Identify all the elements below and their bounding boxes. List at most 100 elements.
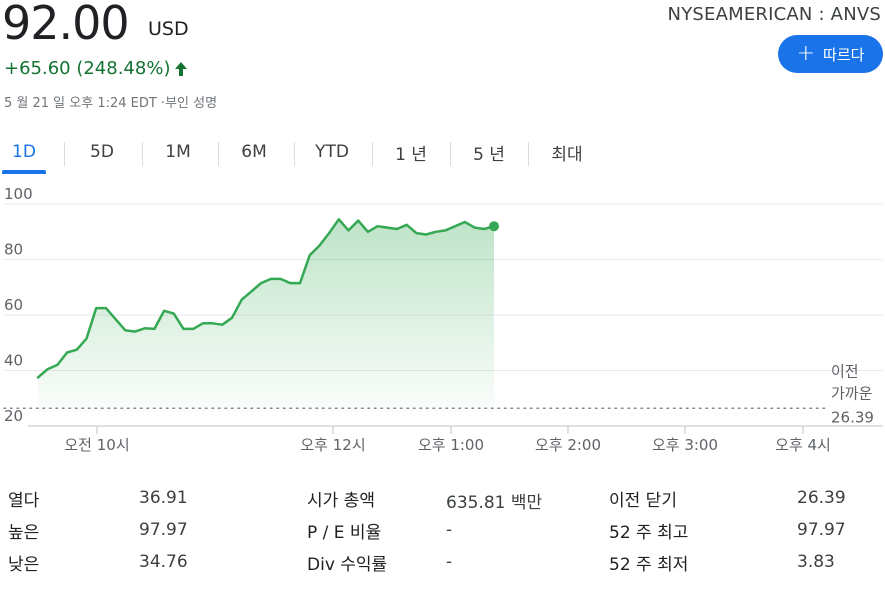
y-tick-label: 60 bbox=[4, 296, 23, 314]
y-tick-label: 40 bbox=[4, 352, 23, 370]
stat-label-market-cap: 시가 총액 bbox=[307, 491, 375, 511]
x-tick-label: 오후 1:00 bbox=[418, 436, 484, 454]
data-point[interactable] bbox=[452, 223, 458, 229]
tab-divider bbox=[294, 142, 295, 166]
tab-5y[interactable]: 5 년 bbox=[473, 144, 505, 165]
stat-value-52wk-low: 3.83 bbox=[797, 552, 835, 572]
tab-ytd[interactable]: YTD bbox=[315, 142, 349, 162]
exchange-ticker: NYSEAMERICAN : ANVS bbox=[667, 4, 881, 25]
data-point[interactable] bbox=[258, 280, 264, 286]
price-chart[interactable]: 100 80 60 40 20 오전 10시 오후 12시 오후 1:00 오후 2:00 오후 … bbox=[0, 180, 885, 460]
price-change: +65.60 (248.48%) bbox=[4, 58, 188, 79]
data-point[interactable] bbox=[142, 325, 148, 331]
tab-divider bbox=[218, 142, 219, 166]
tab-divider bbox=[528, 142, 529, 166]
tab-divider bbox=[372, 142, 373, 166]
price-line bbox=[36, 218, 496, 379]
data-point[interactable] bbox=[355, 218, 361, 224]
data-point[interactable] bbox=[35, 374, 41, 380]
currency-label: USD bbox=[148, 18, 189, 40]
stat-label-div-yield: Div 수익률 bbox=[307, 555, 388, 575]
data-point[interactable] bbox=[200, 320, 206, 326]
data-point[interactable] bbox=[122, 327, 128, 333]
data-point[interactable] bbox=[278, 276, 284, 282]
data-point[interactable] bbox=[54, 362, 60, 368]
y-tick-label: 20 bbox=[4, 407, 23, 425]
stat-value-open: 36.91 bbox=[139, 488, 188, 508]
data-point[interactable] bbox=[210, 320, 216, 326]
data-point[interactable] bbox=[472, 225, 478, 231]
data-point[interactable] bbox=[443, 227, 449, 233]
stat-value-pe-ratio: - bbox=[446, 520, 453, 540]
data-point[interactable] bbox=[229, 315, 235, 321]
tab-6m[interactable]: 6M bbox=[241, 142, 267, 162]
tab-1d[interactable]: 1D bbox=[12, 142, 36, 162]
data-point[interactable] bbox=[161, 308, 167, 314]
stat-value-low: 34.76 bbox=[139, 552, 188, 572]
stat-label-pe-ratio: P / E 비율 bbox=[307, 523, 382, 543]
data-point[interactable] bbox=[151, 326, 157, 332]
data-point[interactable] bbox=[336, 216, 342, 222]
plus-icon: + bbox=[796, 41, 816, 66]
data-point[interactable] bbox=[287, 280, 293, 286]
tab-1y[interactable]: 1 년 bbox=[395, 144, 427, 165]
data-point[interactable] bbox=[481, 226, 487, 232]
data-point[interactable] bbox=[171, 311, 177, 317]
previous-close-label-line1: 이전 bbox=[831, 362, 859, 380]
tab-1m[interactable]: 1M bbox=[165, 142, 191, 162]
data-point[interactable] bbox=[239, 297, 245, 303]
data-point[interactable] bbox=[113, 316, 119, 322]
data-point[interactable] bbox=[74, 347, 80, 353]
stat-value-high: 97.97 bbox=[139, 520, 188, 540]
stat-value-52wk-high: 97.97 bbox=[797, 520, 846, 540]
stat-label-open: 열다 bbox=[8, 491, 40, 511]
x-tick-label: 오전 10시 bbox=[64, 436, 129, 454]
data-point[interactable] bbox=[365, 229, 371, 235]
tab-divider bbox=[142, 142, 143, 166]
price-area-fill bbox=[38, 219, 494, 413]
time-range-tabs: 1D 5D 1M 6M YTD 1 년 5 년 최대 bbox=[0, 132, 620, 174]
tab-divider bbox=[450, 142, 451, 166]
stat-value-market-cap: 635.81 백만 bbox=[446, 493, 543, 513]
arrow-up-icon bbox=[175, 61, 188, 76]
data-point[interactable] bbox=[375, 223, 381, 229]
x-tick-label: 오후 12시 bbox=[300, 436, 365, 454]
data-point[interactable] bbox=[346, 227, 352, 233]
stat-label-52wk-high: 52 주 최고 bbox=[609, 523, 689, 543]
stat-value-prev-close: 26.39 bbox=[797, 488, 846, 508]
data-point[interactable] bbox=[462, 219, 468, 225]
data-point[interactable] bbox=[93, 305, 99, 311]
stat-label-prev-close: 이전 닫기 bbox=[609, 491, 677, 511]
data-point[interactable] bbox=[190, 326, 196, 332]
data-point[interactable] bbox=[132, 329, 138, 335]
data-point[interactable] bbox=[103, 305, 109, 311]
data-point[interactable] bbox=[384, 225, 390, 231]
tab-max[interactable]: 최대 bbox=[551, 144, 583, 165]
quote-timestamp[interactable]: 5 월 21 일 오후 1:24 EDT ·부인 성명 bbox=[4, 96, 218, 111]
data-point[interactable] bbox=[404, 222, 410, 228]
data-point[interactable] bbox=[433, 229, 439, 235]
current-price: 92.00 bbox=[2, 0, 130, 50]
data-point[interactable] bbox=[394, 226, 400, 232]
stat-label-low: 낮은 bbox=[8, 555, 40, 575]
data-point[interactable] bbox=[181, 326, 187, 332]
data-point[interactable] bbox=[413, 230, 419, 236]
data-point[interactable] bbox=[297, 280, 303, 286]
follow-button-label: 따르다 bbox=[823, 45, 865, 64]
price-change-text: +65.60 (248.48%) bbox=[4, 58, 171, 79]
data-point[interactable] bbox=[316, 243, 322, 249]
data-point[interactable] bbox=[248, 288, 254, 294]
data-point[interactable] bbox=[326, 230, 332, 236]
data-point[interactable] bbox=[45, 366, 51, 372]
x-tick-label: 오후 3:00 bbox=[652, 436, 718, 454]
data-point[interactable] bbox=[84, 336, 90, 342]
current-price-dot bbox=[489, 221, 499, 232]
data-point[interactable] bbox=[268, 276, 274, 282]
follow-button[interactable]: + 따르다 bbox=[778, 35, 883, 73]
data-point[interactable] bbox=[219, 322, 225, 328]
data-point[interactable] bbox=[64, 350, 70, 356]
tab-5d[interactable]: 5D bbox=[90, 142, 114, 162]
data-point[interactable] bbox=[307, 252, 313, 258]
previous-close-value: 26.39 bbox=[831, 408, 874, 426]
data-point[interactable] bbox=[423, 232, 429, 238]
